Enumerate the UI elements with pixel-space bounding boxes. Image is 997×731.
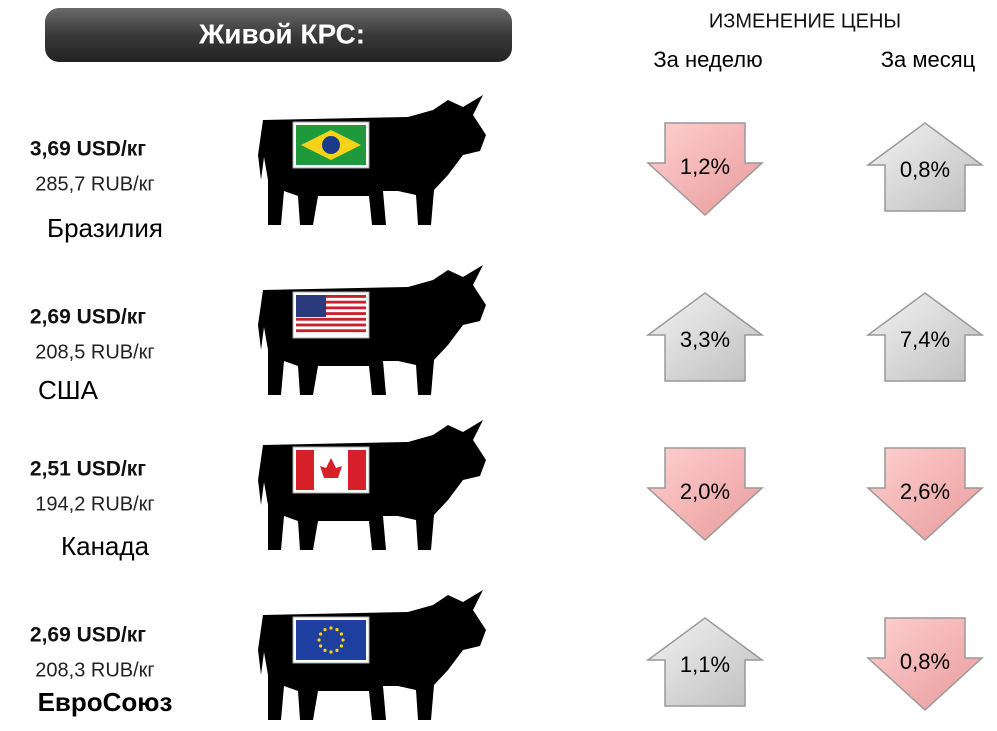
cow xyxy=(258,95,486,225)
flag-side xyxy=(348,450,366,490)
flag-star xyxy=(329,650,332,653)
flag-stripe xyxy=(296,324,366,327)
price-rub: 208,5 RUB/кг xyxy=(35,341,154,363)
flag-field xyxy=(296,620,366,660)
flag-stripe xyxy=(296,329,366,332)
country: США xyxy=(38,375,99,405)
change-value: 1,1% xyxy=(680,652,730,677)
price-change-arrow: 0,8% xyxy=(868,618,982,710)
flag-canton xyxy=(296,295,326,317)
flag-star xyxy=(319,644,322,647)
country: ЕвроСоюз xyxy=(38,687,173,717)
month-header: За месяц xyxy=(881,47,976,72)
price-usd: 2,51 USD/кг xyxy=(30,458,146,481)
title: Живой КРС: xyxy=(198,18,365,49)
flag-star xyxy=(340,644,343,647)
country: Канада xyxy=(61,531,150,561)
price-change-arrow: 3,3% xyxy=(648,293,762,381)
change-value: 2,6% xyxy=(900,479,950,504)
flag-star xyxy=(340,632,343,635)
flag-stripe xyxy=(296,318,366,321)
change-value: 3,3% xyxy=(680,327,730,352)
price-rub: 208,3 RUB/кг xyxy=(35,659,154,681)
change-value: 0,8% xyxy=(900,157,950,182)
price-change-arrow: 2,0% xyxy=(648,448,762,540)
change-value: 0,8% xyxy=(900,649,950,674)
infographic: Живой КРС: ИЗМЕНЕНИЕ ЦЕНЫ За неделю За м… xyxy=(0,0,997,731)
flag-star xyxy=(335,628,338,631)
change-title: ИЗМЕНЕНИЕ ЦЕНЫ xyxy=(709,10,901,32)
price-usd: 2,69 USD/кг xyxy=(30,306,146,329)
flag-star xyxy=(335,649,338,652)
cow xyxy=(258,265,486,395)
cow-silhouette xyxy=(258,95,486,225)
flag-circle xyxy=(322,136,340,154)
change-value: 2,0% xyxy=(680,479,730,504)
flag-star xyxy=(341,638,344,641)
cow-silhouette xyxy=(258,420,486,550)
price-usd: 2,69 USD/кг xyxy=(30,624,146,647)
price-rub: 194,2 RUB/кг xyxy=(35,493,154,515)
price-change-arrow: 0,8% xyxy=(868,123,982,211)
price-change-arrow: 1,2% xyxy=(648,123,762,215)
price-rub: 285,7 RUB/кг xyxy=(35,173,154,195)
change-value: 7,4% xyxy=(900,327,950,352)
flag-side xyxy=(296,450,314,490)
cow-silhouette xyxy=(258,590,486,720)
flag-star xyxy=(317,638,320,641)
price-usd: 3,69 USD/кг xyxy=(30,138,146,161)
price-change-arrow: 2,6% xyxy=(868,448,982,540)
flag-star xyxy=(323,628,326,631)
flag-star xyxy=(319,632,322,635)
week-header: За неделю xyxy=(653,47,762,72)
country: Бразилия xyxy=(47,213,163,243)
cow xyxy=(258,590,486,720)
flag-star xyxy=(323,649,326,652)
cow xyxy=(258,420,486,550)
price-change-arrow: 1,1% xyxy=(648,618,762,706)
change-value: 1,2% xyxy=(680,154,730,179)
flag-star xyxy=(329,626,332,629)
cow-silhouette xyxy=(258,265,486,395)
price-change-arrow: 7,4% xyxy=(868,293,982,381)
